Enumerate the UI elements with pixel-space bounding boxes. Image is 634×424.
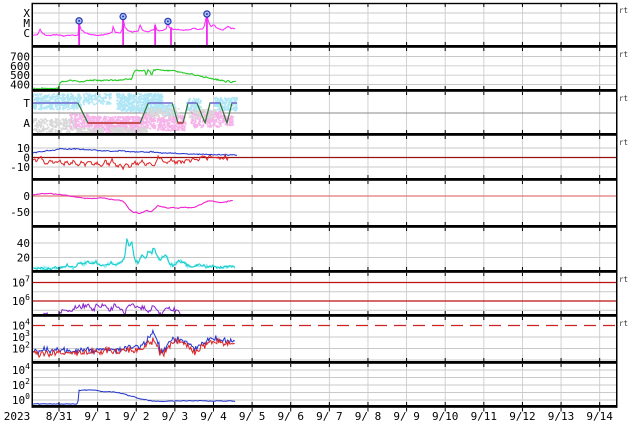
y-axis-label-density: 40 [17, 237, 30, 250]
y-axis-label-density: 20 [17, 252, 30, 265]
x-axis-date-label: 9/ 4 [200, 410, 227, 423]
y-axis-label-proton-flux: 107 [12, 275, 30, 290]
series-wind-speed [33, 68, 237, 89]
y-axis-label-xray: C [23, 27, 30, 40]
y-axis-label-proton-flux: 106 [12, 293, 30, 308]
panel-separator [32, 361, 617, 364]
x-axis-date-label: 9/ 1 [84, 410, 111, 423]
x-axis-date-label: 9/ 6 [277, 410, 304, 423]
series-dst-index [33, 192, 233, 215]
x-axis-date-label: 9/ 5 [239, 410, 266, 423]
y-axis-label-electron-flux: 102 [12, 341, 30, 356]
panel-separator [32, 405, 617, 408]
x-axis-year-label: 2023 [4, 410, 31, 423]
x-axis-date-label: 9/ 7 [316, 410, 343, 423]
panel-separator [32, 178, 617, 181]
panel-separator [32, 270, 617, 273]
x-axis-date-label: 9/ 2 [123, 410, 150, 423]
series-electron-blue [33, 328, 236, 356]
rt-marker: rt [619, 138, 628, 147]
x-axis-date-label: 9/10 [432, 410, 459, 423]
rt-marker: rt [619, 50, 628, 59]
x-axis-date-label: 9/13 [548, 410, 575, 423]
y-axis-label-electron-flux: 104 [12, 318, 30, 333]
x-axis-date-label: 9/11 [471, 410, 498, 423]
frame-left [31, 2, 33, 408]
panel-separator [32, 314, 617, 317]
panel-separator [32, 133, 617, 136]
y-axis-label-electron-flux: 103 [12, 329, 30, 344]
series-bt [33, 147, 238, 156]
y-axis-label-solar-wind-speed: 600 [10, 60, 30, 73]
y-axis-label-imf-sector: T [23, 97, 30, 110]
y-axis-label-solar-wind-speed: 700 [10, 51, 30, 64]
frame-right [616, 2, 618, 408]
series-density-a [33, 238, 236, 270]
series-proton-flux [35, 302, 181, 314]
x-axis-date-label: 9/14 [586, 410, 613, 423]
frame-top [32, 2, 617, 5]
panel-separator [32, 225, 617, 228]
series-electron-red [33, 337, 235, 359]
y-axis-label-xray: X [23, 7, 30, 20]
series-bz [33, 152, 229, 171]
y-axis-label-low-energy-particle-flux: 102 [12, 377, 30, 392]
rt-marker: rt [619, 94, 628, 103]
rt-marker: rt [619, 319, 628, 328]
y-axis-label-imf-sector: A [23, 117, 30, 130]
panel-separator [32, 89, 617, 92]
rt-marker: rt [619, 275, 628, 284]
y-axis-label-dst: -50 [10, 206, 30, 219]
y-axis-label-xray: M [23, 17, 30, 30]
panel-imf-bz: 100-10 rt [10, 136, 628, 178]
x-axis-date-label: 9/12 [509, 410, 536, 423]
panel-proton-flux: 107 106 rt [12, 273, 628, 314]
x-axis-date-label: 9/ 3 [162, 410, 189, 423]
y-axis-label-imf-bz: 0 [23, 152, 30, 165]
y-axis-label-low-energy-particle-flux: 104 [12, 362, 30, 377]
x-axis-date-label: 9/ 9 [393, 410, 420, 423]
y-axis-label-solar-wind-speed: 500 [10, 69, 30, 82]
y-axis-label-dst: 0 [23, 190, 30, 203]
y-axis-label-low-energy-particle-flux: 100 [12, 392, 30, 407]
series-particle-flux [33, 389, 236, 405]
y-axis-label-imf-bz: -10 [10, 161, 30, 174]
x-axis-date-label: 8/31 [46, 410, 73, 423]
y-axis-label-imf-bz: 10 [17, 142, 30, 155]
series-xray-flux [33, 13, 236, 37]
panel-dst: 0-50 [10, 181, 616, 225]
rt-marker: rt [619, 6, 628, 15]
x-axis-date-label: 9/ 8 [355, 410, 382, 423]
panel-separator [32, 45, 617, 48]
y-axis-label-solar-wind-speed: 400 [10, 79, 30, 92]
